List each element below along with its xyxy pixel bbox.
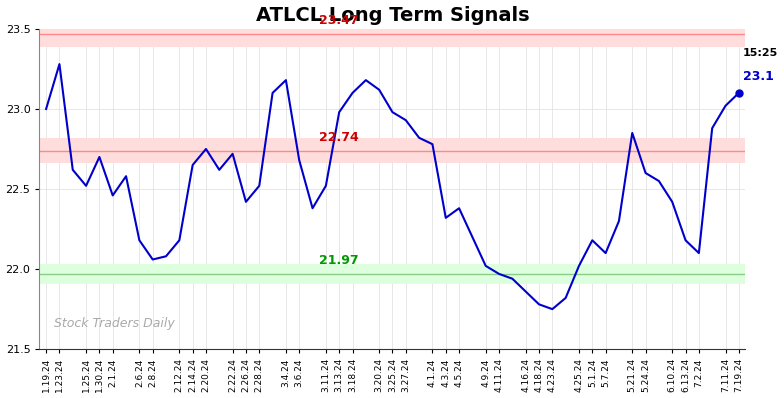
Text: 23.1: 23.1 bbox=[742, 70, 774, 83]
Bar bbox=[39, 264, 746, 283]
Text: 15:25: 15:25 bbox=[742, 48, 778, 58]
Text: 21.97: 21.97 bbox=[319, 254, 359, 267]
Text: Stock Traders Daily: Stock Traders Daily bbox=[53, 317, 174, 330]
Title: ATLCL Long Term Signals: ATLCL Long Term Signals bbox=[256, 6, 529, 25]
Text: 22.74: 22.74 bbox=[319, 131, 359, 144]
Text: 23.47: 23.47 bbox=[319, 14, 359, 27]
Bar bbox=[39, 21, 746, 47]
Bar bbox=[39, 138, 746, 164]
